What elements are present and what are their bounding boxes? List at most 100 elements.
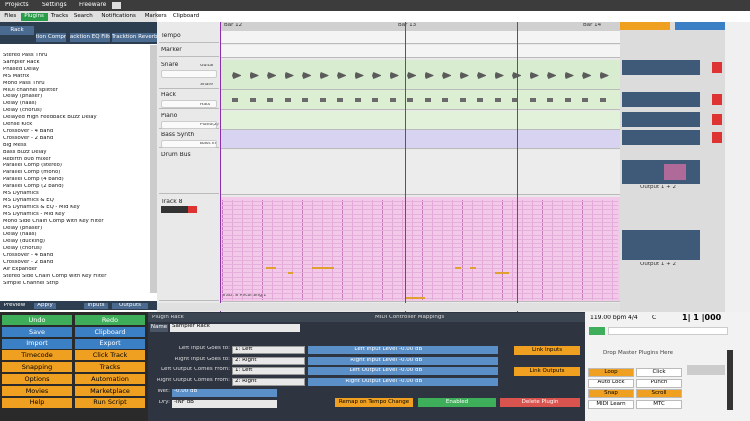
delete-button[interactable]: Delete Plugin: [500, 398, 580, 407]
command-button[interactable]: Redo: [75, 315, 145, 325]
command-button[interactable]: Movies: [2, 385, 72, 396]
plugin-item[interactable]: Parallel Comp (2 band): [3, 184, 64, 190]
browser-tab[interactable]: Markers: [144, 13, 167, 20]
footer-button[interactable]: Apply: [34, 303, 56, 309]
plugin-item[interactable]: Delay (chorus): [3, 108, 42, 114]
command-button[interactable]: Tracks: [75, 362, 145, 373]
wet-field[interactable]: -0.00 dB: [172, 389, 277, 397]
routing-select[interactable]: 2: Right: [232, 356, 305, 365]
plugin-item[interactable]: Stereo Side Chain Comp with Key Filter: [3, 273, 107, 279]
plugin-item[interactable]: Parallel Comp (mono): [3, 170, 61, 176]
plugin-item[interactable]: MS Dynamics: [3, 191, 39, 196]
plugin-item[interactable]: Bass Buzz Delay: [3, 149, 47, 155]
command-button[interactable]: Marketplace: [75, 385, 145, 396]
dry-field[interactable]: -INF dB: [172, 400, 277, 408]
command-button[interactable]: Click Track: [75, 350, 145, 361]
link-button[interactable]: Link Outputs: [514, 367, 580, 376]
plugin-item[interactable]: Delayed High Feedback Buzz Delay: [3, 115, 97, 121]
track-name[interactable]: Snare: [161, 62, 179, 68]
tab[interactable]: Settings: [42, 2, 67, 8]
command-button[interactable]: Help: [2, 397, 72, 408]
plugin-item[interactable]: MS Dynamics & EQ: [3, 197, 54, 203]
key[interactable]: C: [652, 315, 657, 321]
routing-select[interactable]: 1: Left: [232, 346, 305, 354]
plugin-item[interactable]: Delay (haas): [3, 101, 37, 107]
transport-button[interactable]: MTC: [636, 399, 682, 409]
track-name[interactable]: Track 8: [161, 199, 183, 205]
browser-tab[interactable]: Files: [4, 13, 17, 20]
plugin-item[interactable]: MIDI channel splitter: [3, 87, 58, 93]
plugin-item[interactable]: MS Matrix: [3, 73, 30, 79]
plugin-item[interactable]: Crossover - 4 Band: [3, 253, 54, 259]
level-value[interactable]: -0.00 dB: [399, 368, 423, 374]
plugin-item[interactable]: Sampler Rack: [3, 59, 40, 65]
level-value[interactable]: -0.00 dB: [399, 357, 423, 363]
plugin-item[interactable]: Delay (haas): [3, 232, 37, 238]
plugin-item[interactable]: Delay (phaser): [3, 225, 43, 231]
plugin-tab[interactable]: Tracktion Compressor: [36, 33, 66, 42]
level-value[interactable]: -0.00 dB: [399, 378, 423, 384]
tab[interactable]: Freeware: [79, 2, 107, 8]
plugin-item[interactable]: Mono Pass Thru: [3, 80, 45, 86]
link-button[interactable]: Link Inputs: [514, 346, 580, 355]
transport-button[interactable]: Scroll: [636, 389, 682, 399]
signature[interactable]: 4/4: [628, 315, 638, 321]
command-button[interactable]: Save: [2, 326, 72, 337]
plugin-item[interactable]: Simple Channel Strip: [3, 280, 59, 286]
transport-button[interactable]: Auto Lock: [588, 378, 634, 388]
plugin-item[interactable]: Crossover - 2 Band: [3, 135, 54, 141]
plugin-item[interactable]: Air Expander: [3, 266, 38, 272]
command-button[interactable]: Run Script: [75, 397, 145, 408]
remap-button[interactable]: Remap on Tempo Change: [335, 398, 413, 407]
transport-button[interactable]: Punch: [636, 378, 682, 388]
track-name[interactable]: Hack: [161, 92, 176, 98]
transport-button[interactable]: MIDI Learn: [588, 399, 634, 409]
track-name[interactable]: Bass Synth: [161, 132, 195, 138]
plugin-item[interactable]: Phased Delay: [3, 66, 40, 72]
transport-button[interactable]: Loop: [588, 368, 634, 377]
plugin-item[interactable]: Crossover - 2 Band: [3, 260, 54, 265]
plugin-item[interactable]: Delay (ducking): [3, 239, 45, 245]
command-button[interactable]: Clipboard: [75, 326, 145, 337]
tempo[interactable]: 119.00 bpm: [590, 315, 626, 321]
footer-button[interactable]: Preview: [3, 303, 26, 309]
routing-select[interactable]: 1: Left: [232, 367, 305, 376]
browser-tab[interactable]: Search: [73, 13, 93, 20]
level-value[interactable]: -0.00 dB: [399, 347, 423, 352]
transport-button[interactable]: Click: [636, 368, 682, 377]
command-button[interactable]: Timecode: [2, 350, 72, 361]
plugin-item[interactable]: Parallel Comp (4 band): [3, 177, 64, 183]
command-button[interactable]: Options: [2, 374, 72, 384]
plugin-item[interactable]: Big Mess: [3, 142, 27, 148]
plugin-item[interactable]: Dense Kick: [3, 122, 33, 127]
browser-tab[interactable]: Clipboard: [172, 13, 200, 20]
plugin-item[interactable]: Mono Side Chain Comp with Key Filter: [3, 218, 104, 224]
transport-button[interactable]: Snap: [588, 389, 634, 399]
plugin-tab[interactable]: Tracktion EQ Filter: [70, 33, 110, 42]
enabled-button[interactable]: Enabled: [418, 398, 496, 407]
command-button[interactable]: Snapping: [2, 362, 72, 373]
track-name[interactable]: Marker: [161, 47, 182, 53]
plugin-item[interactable]: MS Dynamics - Mid Key: [3, 211, 65, 217]
footer-button[interactable]: Outputs: [112, 303, 148, 309]
command-button[interactable]: Export: [75, 338, 145, 349]
plugin-item[interactable]: Crossover - 4 Band: [3, 128, 54, 134]
plugin-item[interactable]: MS Dynamics & EQ - Mid Key: [3, 204, 80, 210]
plugin-tab[interactable]: Rack: [0, 26, 34, 35]
browser-tab[interactable]: Notifications: [101, 13, 136, 20]
command-button[interactable]: Automation: [75, 374, 145, 384]
browser-tab[interactable]: Tracks: [50, 13, 69, 20]
plugin-tab[interactable]: Tracktion Reverb: [112, 33, 157, 42]
track-name[interactable]: Piano: [161, 113, 178, 119]
name-field[interactable]: Sampler Rack: [170, 324, 300, 332]
plugin-item[interactable]: Parallel Comp (stereo): [3, 163, 62, 169]
footer-button[interactable]: Inputs: [84, 303, 108, 309]
plugin-item[interactable]: Stereo Pass Thru: [3, 53, 48, 58]
plugin-item[interactable]: Delay (phaser): [3, 94, 43, 100]
plugin-item[interactable]: Rebirth 808 mixer: [3, 156, 51, 162]
track-name[interactable]: Tempo: [161, 33, 181, 39]
command-button[interactable]: Undo: [2, 315, 72, 325]
plugin-item[interactable]: Delay (chorus): [3, 246, 42, 252]
browser-tab[interactable]: Plugins: [20, 13, 48, 21]
routing-select[interactable]: 2: Right: [232, 377, 305, 386]
